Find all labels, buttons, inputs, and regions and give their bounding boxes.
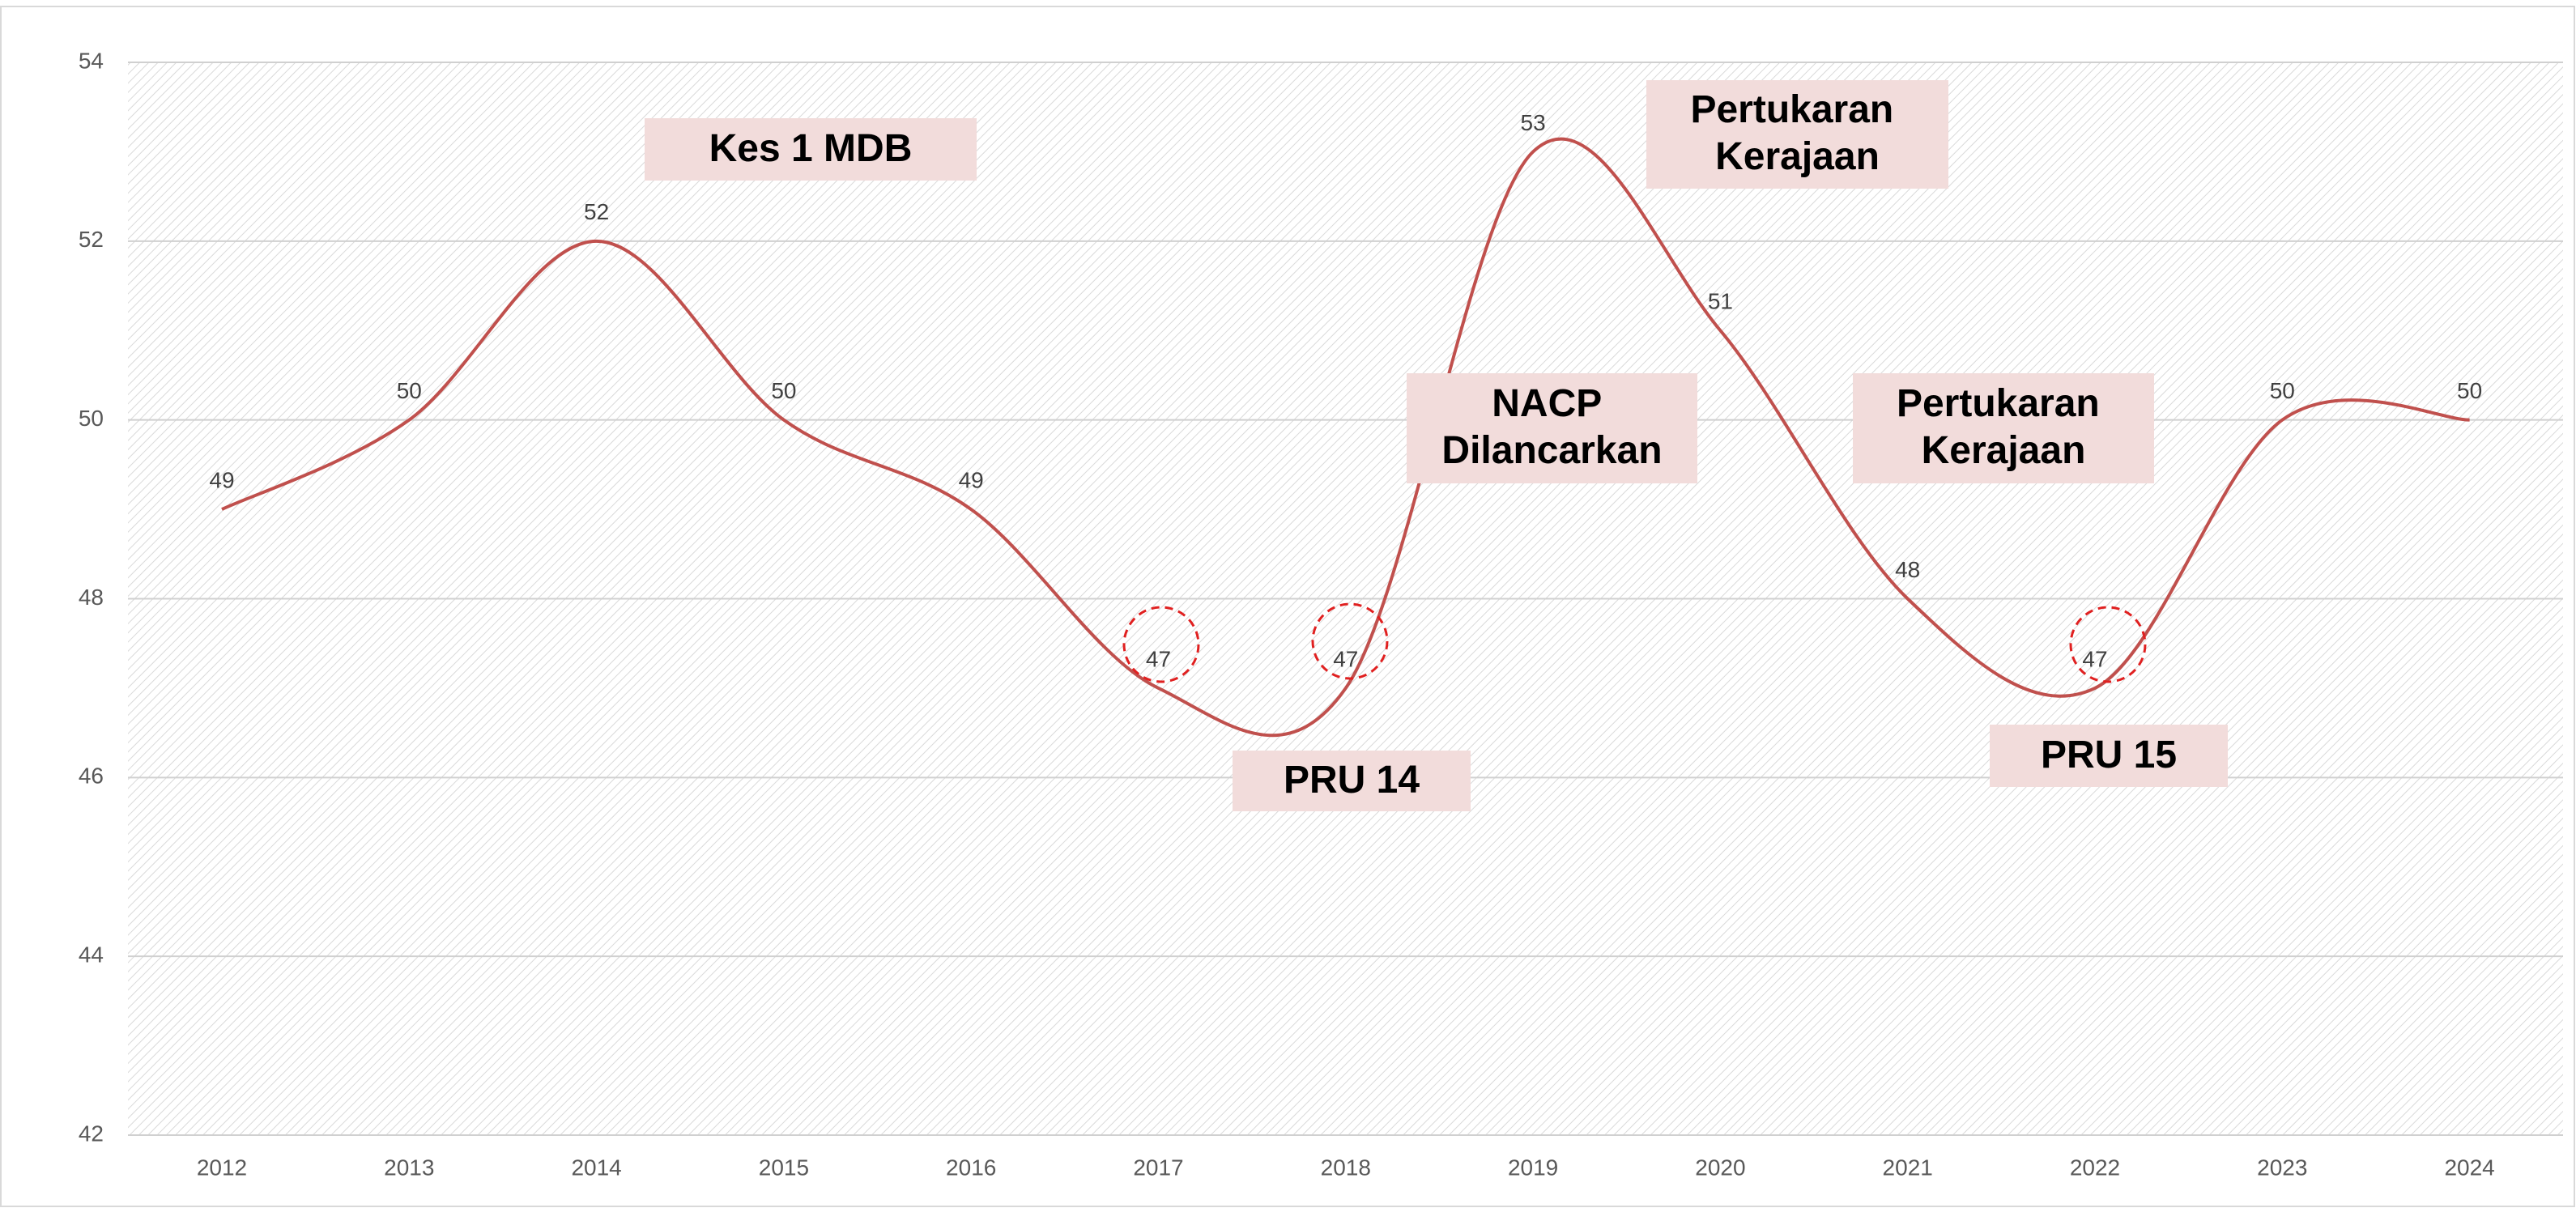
x-tick-label: 2014 xyxy=(571,1155,621,1180)
x-tick-label: 2024 xyxy=(2444,1155,2494,1180)
annotation-box xyxy=(645,118,977,181)
highlight-circle xyxy=(1311,602,1389,680)
data-label: 51 xyxy=(1708,289,1733,314)
annotation: PRU 15 xyxy=(2041,734,2177,776)
y-tick-label: 44 xyxy=(79,942,104,968)
data-label: 48 xyxy=(1895,557,1920,582)
x-tick-label: 2019 xyxy=(1508,1155,1558,1180)
x-tick-label: 2015 xyxy=(759,1155,809,1180)
x-tick-label: 2012 xyxy=(197,1155,247,1180)
y-tick-label: 48 xyxy=(79,585,104,610)
data-label: 50 xyxy=(771,378,796,403)
y-tick-label: 46 xyxy=(79,764,104,789)
data-label: 50 xyxy=(2270,378,2295,403)
x-tick-label: 2017 xyxy=(1133,1155,1183,1180)
data-label: 52 xyxy=(584,199,609,224)
x-tick-label: 2018 xyxy=(1321,1155,1371,1180)
data-label: 49 xyxy=(959,467,984,492)
x-tick-label: 2013 xyxy=(384,1155,434,1180)
data-label: 47 xyxy=(1333,646,1358,671)
annotation-box xyxy=(1233,751,1471,811)
x-tick-label: 2020 xyxy=(1695,1155,1745,1180)
annotation: Kes 1 MDB xyxy=(709,127,913,170)
line xyxy=(221,137,2470,738)
annotation: PRU 14 xyxy=(1284,759,1420,802)
annotation-box xyxy=(1407,373,1697,483)
annotation: Pertukaran Kerajaan xyxy=(1690,88,1904,178)
annotation-box xyxy=(1853,373,2154,483)
y-tick-label: 52 xyxy=(79,227,104,252)
data-label: 50 xyxy=(397,378,422,403)
annotation: Pertukaran Kerajaan xyxy=(1897,382,2110,472)
highlight-circle xyxy=(2069,606,2147,683)
annotation-box xyxy=(1646,80,1948,189)
data-label: 47 xyxy=(2082,646,2107,671)
x-tick-label: 2021 xyxy=(1883,1155,1933,1180)
highlight-circle xyxy=(1122,606,1200,683)
x-tick-label: 2022 xyxy=(2070,1155,2120,1180)
x-tick-label: 2016 xyxy=(946,1155,996,1180)
y-tick-label: 50 xyxy=(79,406,104,431)
annotation-box xyxy=(1990,725,2228,787)
data-label: 50 xyxy=(2457,378,2482,403)
data-label: 47 xyxy=(1146,646,1171,671)
data-label: 49 xyxy=(209,467,234,492)
y-tick-label: 42 xyxy=(79,1121,104,1146)
data-label: 53 xyxy=(1521,110,1546,135)
x-tick-label: 2023 xyxy=(2257,1155,2307,1180)
y-tick-label: 54 xyxy=(79,48,104,73)
annotation: NACP Dilancarkan xyxy=(1441,382,1662,472)
